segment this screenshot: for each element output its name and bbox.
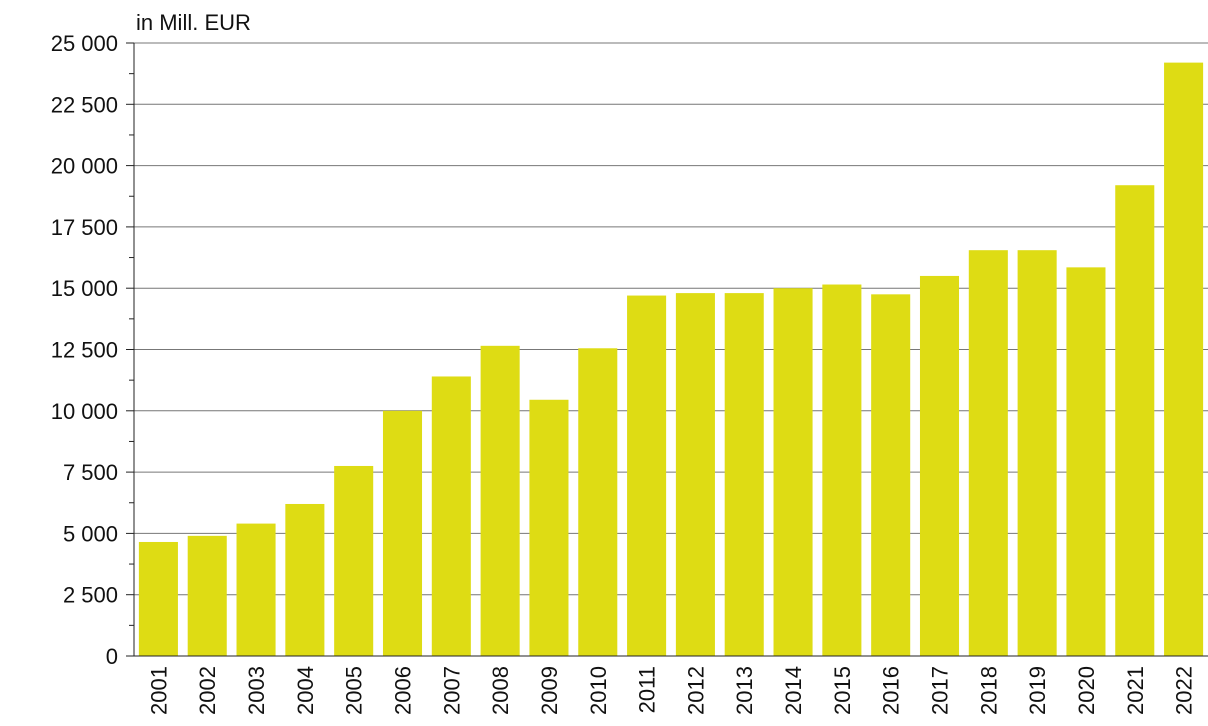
x-tick-label: 2015 — [830, 666, 855, 715]
x-tick-label: 2017 — [928, 666, 953, 715]
bar — [187, 535, 227, 656]
y-tick-label: 15 000 — [51, 276, 118, 301]
bar — [138, 541, 178, 656]
x-tick-label: 2019 — [1025, 666, 1050, 715]
bar — [871, 294, 911, 656]
bar — [334, 465, 374, 656]
bar — [480, 345, 520, 656]
bar — [773, 288, 813, 656]
x-tick-label: 2014 — [781, 666, 806, 715]
x-tick-label: 2002 — [195, 666, 220, 715]
y-axis-label: in Mill. EUR — [136, 10, 251, 35]
bar — [578, 348, 618, 656]
y-tick-label: 10 000 — [51, 399, 118, 424]
bar — [1115, 185, 1155, 656]
y-tick-label: 2 500 — [63, 583, 118, 608]
bar — [382, 410, 423, 656]
y-tick-label: 0 — [106, 644, 118, 669]
y-tick-label: 20 000 — [51, 154, 118, 179]
x-tick-label: 2012 — [683, 666, 708, 715]
y-tick-label: 17 500 — [51, 215, 118, 240]
bar — [919, 275, 960, 656]
bar — [1164, 62, 1204, 656]
x-tick-label: 2007 — [439, 666, 464, 715]
x-tick-label: 2005 — [342, 666, 367, 715]
y-tick-label: 22 500 — [51, 92, 118, 117]
x-tick-label: 2010 — [586, 666, 611, 715]
y-tick-label: 25 000 — [51, 31, 118, 56]
y-tick-label: 5 000 — [63, 521, 118, 546]
bar — [968, 250, 1008, 656]
bar — [724, 293, 764, 656]
x-tick-label: 2018 — [976, 666, 1001, 715]
bar — [236, 523, 276, 656]
x-tick-label: 2020 — [1074, 666, 1099, 715]
y-tick-label: 7 500 — [63, 460, 118, 485]
x-tick-label: 2001 — [146, 666, 171, 715]
x-tick-label: 2021 — [1123, 666, 1148, 715]
bar — [675, 293, 715, 656]
bar — [285, 503, 325, 656]
x-tick-label: 2016 — [879, 666, 904, 715]
x-tick-label: 2009 — [537, 666, 562, 715]
bar — [1066, 267, 1106, 656]
x-tick-label: 2004 — [293, 666, 318, 715]
x-tick-label: 2008 — [488, 666, 513, 715]
bar — [529, 399, 569, 656]
y-tick-label: 12 500 — [51, 338, 118, 363]
x-tick-label: 2013 — [732, 666, 757, 715]
x-tick-label: 2006 — [391, 666, 416, 715]
bar — [1017, 250, 1057, 656]
x-tick-label: 2003 — [244, 666, 269, 715]
x-tick-label: 2022 — [1172, 666, 1197, 715]
bar — [431, 376, 471, 656]
x-tick-label: 2011 — [635, 666, 660, 713]
bar — [627, 295, 667, 656]
bar — [822, 284, 862, 656]
